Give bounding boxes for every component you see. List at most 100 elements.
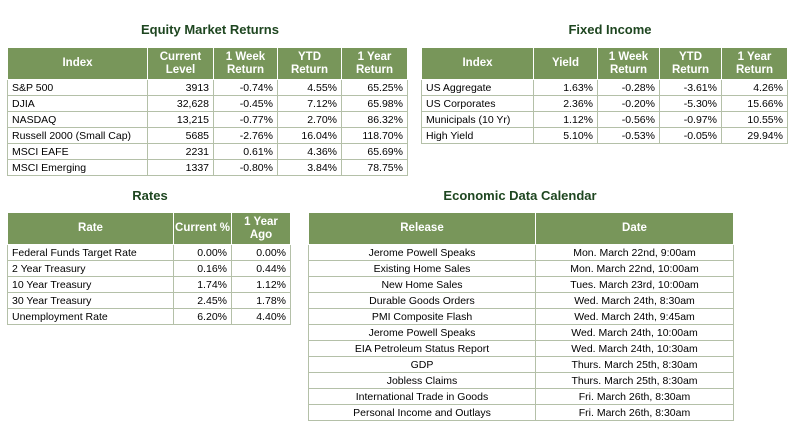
fixed-income-row: Municipals (10 Yr) 1.12% -0.56% -0.97% 10.55… (421, 111, 788, 128)
calendar-header-date: Date (535, 212, 734, 245)
calendar-row-cell: Wed. March 24th, 10:30am (535, 340, 734, 357)
equity-row: MSCI Emerging 1337 -0.80% 3.84% 78.75% (7, 159, 408, 176)
calendar-table: Release Date Jerome Powell Speaks Mon. Ma… (308, 212, 734, 421)
equity-table: Index Current Level 1 Week Return YTD Re… (7, 47, 408, 176)
equity-row-cell: MSCI Emerging (7, 159, 148, 176)
equity-row-cell: MSCI EAFE (7, 143, 148, 160)
rates-row: Federal Funds Target Rate 0.00% 0.00% (7, 244, 291, 261)
fixed-income-row-cell: -0.05% (659, 127, 722, 144)
fi-header-ytd: YTD Return (659, 47, 722, 80)
rates-row: 10 Year Treasury 1.74% 1.12% (7, 276, 291, 293)
rates-header-year-ago: 1 Year Ago (231, 212, 291, 245)
equity-row-cell: 4.55% (277, 79, 342, 96)
rates-row: 30 Year Treasury 2.45% 1.78% (7, 292, 291, 309)
equity-row-cell: -0.77% (213, 111, 278, 128)
rates-row-cell: 1.12% (231, 276, 291, 293)
fixed-income-row-cell: -0.20% (597, 95, 660, 112)
calendar-row: International Trade in Goods Fri. March 2… (308, 388, 734, 405)
equity-row-cell: 78.75% (341, 159, 408, 176)
calendar-row-cell: Mon. March 22nd, 9:00am (535, 244, 734, 261)
fixed-income-row-cell: 1.12% (533, 111, 598, 128)
equity-row-cell: 65.69% (341, 143, 408, 160)
fixed-income-row-cell: -0.28% (597, 79, 660, 96)
equity-row-cell: 32,628 (147, 95, 214, 112)
calendar-title: Economic Data Calendar (443, 188, 597, 203)
calendar-row-cell: Fri. March 26th, 8:30am (535, 404, 734, 421)
equity-row-cell: 3913 (147, 79, 214, 96)
fixed-income-row-cell: -0.53% (597, 127, 660, 144)
fixed-income-row-cell: 5.10% (533, 127, 598, 144)
rates-row-cell: 0.16% (173, 260, 232, 277)
equity-row: Russell 2000 (Small Cap) 5685 -2.76% 16.04%… (7, 127, 408, 144)
fixed-income-row: High Yield 5.10% -0.53% -0.05% 29.94% (421, 127, 788, 144)
equity-row-cell: 65.98% (341, 95, 408, 112)
fixed-income-row-cell: -0.97% (659, 111, 722, 128)
rates-row-cell: 2 Year Treasury (7, 260, 174, 277)
equity-row-cell: 118.70% (341, 127, 408, 144)
fi-header-index: Index (421, 47, 534, 80)
fixed-income-row-cell: 4.26% (721, 79, 788, 96)
rates-row-cell: 0.00% (173, 244, 232, 261)
rates-row-cell: Federal Funds Target Rate (7, 244, 174, 261)
calendar-header-release: Release (308, 212, 536, 245)
fi-header-year: 1 Year Return (721, 47, 788, 80)
rates-header-rate: Rate (7, 212, 174, 245)
calendar-row-cell: Mon. March 22nd, 10:00am (535, 260, 734, 277)
calendar-row-cell: Wed. March 24th, 8:30am (535, 292, 734, 309)
fixed-income-row-cell: US Corporates (421, 95, 534, 112)
rates-row-cell: 0.00% (231, 244, 291, 261)
calendar-row-cell: Personal Income and Outlays (308, 404, 536, 421)
rates-title: Rates (132, 188, 168, 203)
calendar-row: GDP Thurs. March 25th, 8:30am (308, 356, 734, 373)
calendar-row: EIA Petroleum Status Report Wed. March 24… (308, 340, 734, 357)
fi-header-yield: Yield (533, 47, 598, 80)
equity-header-current: Current Level (147, 47, 214, 80)
equity-header-ytd: YTD Return (277, 47, 342, 80)
equity-row-cell: DJIA (7, 95, 148, 112)
rates-row-cell: 30 Year Treasury (7, 292, 174, 309)
calendar-row-cell: International Trade in Goods (308, 388, 536, 405)
fixed-income-table: Index Yield 1 Week Return YTD Return 1 Y… (421, 47, 788, 144)
rates-row-cell: 10 Year Treasury (7, 276, 174, 293)
rates-row-cell: 1.74% (173, 276, 232, 293)
calendar-row: Jerome Powell Speaks Mon. March 22nd, 9:0… (308, 244, 734, 261)
equity-header-week: 1 Week Return (213, 47, 278, 80)
fixed-income-row-cell: -0.56% (597, 111, 660, 128)
equity-row-cell: 4.36% (277, 143, 342, 160)
calendar-row-cell: Fri. March 26th, 8:30am (535, 388, 734, 405)
rates-row: Unemployment Rate 6.20% 4.40% (7, 308, 291, 325)
fixed-income-title: Fixed Income (568, 22, 652, 37)
calendar-row: New Home Sales Tues. March 23rd, 10:00am (308, 276, 734, 293)
calendar-row-cell: Durable Goods Orders (308, 292, 536, 309)
rates-row: 2 Year Treasury 0.16% 0.44% (7, 260, 291, 277)
fixed-income-row: US Aggregate 1.63% -0.28% -3.61% 4.26% (421, 79, 788, 96)
equity-row-cell: 1337 (147, 159, 214, 176)
fixed-income-row-cell: 10.55% (721, 111, 788, 128)
equity-row: DJIA 32,628 -0.45% 7.12% 65.98% (7, 95, 408, 112)
equity-row-cell: S&P 500 (7, 79, 148, 96)
fixed-income-row-cell: 1.63% (533, 79, 598, 96)
calendar-row-cell: Jerome Powell Speaks (308, 244, 536, 261)
calendar-row-cell: Jerome Powell Speaks (308, 324, 536, 341)
rates-header-current: Current % (173, 212, 232, 245)
equity-row-cell: 0.61% (213, 143, 278, 160)
equity-row-cell: NASDAQ (7, 111, 148, 128)
rates-row-cell: 1.78% (231, 292, 291, 309)
calendar-row: Jobless Claims Thurs. March 25th, 8:30am (308, 372, 734, 389)
calendar-row-cell: Jobless Claims (308, 372, 536, 389)
calendar-row: Existing Home Sales Mon. March 22nd, 10:0… (308, 260, 734, 277)
calendar-row-cell: GDP (308, 356, 536, 373)
calendar-row-cell: Existing Home Sales (308, 260, 536, 277)
calendar-row: PMI Composite Flash Wed. March 24th, 9:45… (308, 308, 734, 325)
calendar-row-cell: EIA Petroleum Status Report (308, 340, 536, 357)
equity-title: Equity Market Returns (141, 22, 279, 37)
calendar-row: Jerome Powell Speaks Wed. March 24th, 10:… (308, 324, 734, 341)
equity-row-cell: -0.45% (213, 95, 278, 112)
calendar-row-cell: Thurs. March 25th, 8:30am (535, 356, 734, 373)
rates-row-cell: 4.40% (231, 308, 291, 325)
calendar-row-cell: New Home Sales (308, 276, 536, 293)
rates-row-cell: 0.44% (231, 260, 291, 277)
equity-row-cell: 13,215 (147, 111, 214, 128)
calendar-row-cell: Tues. March 23rd, 10:00am (535, 276, 734, 293)
equity-row-cell: 3.84% (277, 159, 342, 176)
